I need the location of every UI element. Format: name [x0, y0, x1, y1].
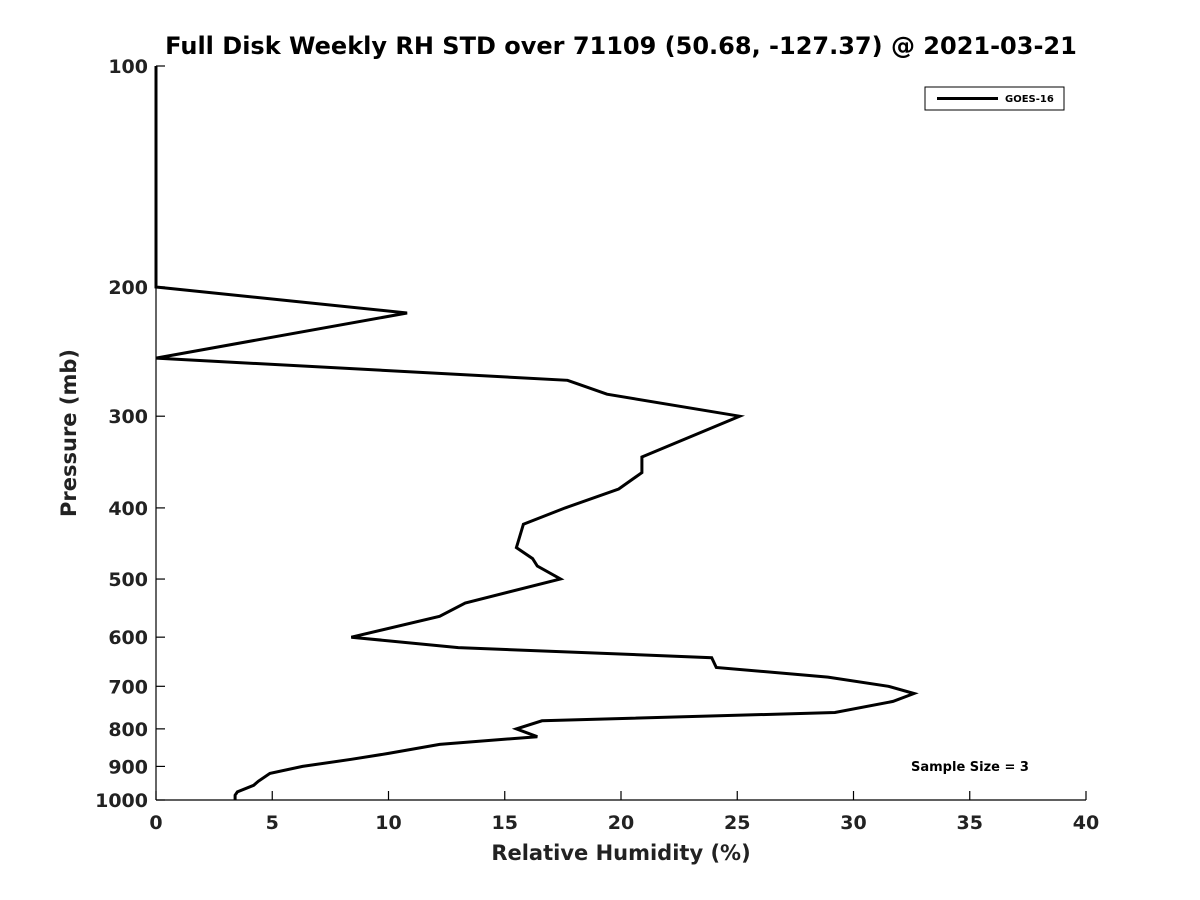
- sample-size-annotation: Sample Size = 3: [911, 760, 1029, 775]
- x-tick-label: 20: [608, 812, 634, 834]
- y-tick-label: 900: [108, 756, 148, 778]
- y-tick-label: 800: [108, 719, 148, 741]
- series-line-goes-16: [154, 66, 919, 800]
- y-tick-label: 400: [108, 498, 148, 520]
- x-tick-label: 25: [724, 812, 750, 834]
- y-tick-label: 100: [108, 56, 148, 78]
- x-tick-label: 5: [266, 812, 279, 834]
- axes: [155, 66, 1086, 801]
- y-tick-label: 200: [108, 277, 148, 299]
- plot-line-layer: [154, 66, 919, 800]
- y-tick-label: 700: [108, 676, 148, 698]
- x-tick-label: 40: [1073, 812, 1099, 834]
- y-axis-label: Pressure (mb): [57, 349, 81, 517]
- x-tick-label: 0: [149, 812, 162, 834]
- y-tick-label: 500: [108, 569, 148, 591]
- y-tick-label: 1000: [95, 790, 148, 812]
- x-ticks: 0 5 10 15 20 25 30 35 40: [149, 791, 1099, 834]
- legend: GOES-16: [924, 86, 1065, 111]
- y-tick-label: 600: [108, 627, 148, 649]
- chart-title: Full Disk Weekly RH STD over 71109 (50.6…: [165, 32, 1077, 60]
- legend-label-goes-16: GOES-16: [1005, 94, 1054, 105]
- y-tick-label: 300: [108, 406, 148, 428]
- y-ticks: 100 200 300 400 500 600 700 800 900 1000: [95, 56, 165, 812]
- x-tick-label: 30: [840, 812, 866, 834]
- x-tick-label: 10: [375, 812, 401, 834]
- x-tick-label: 35: [957, 812, 983, 834]
- x-axis-label: Relative Humidity (%): [491, 841, 750, 865]
- x-tick-label: 15: [492, 812, 518, 834]
